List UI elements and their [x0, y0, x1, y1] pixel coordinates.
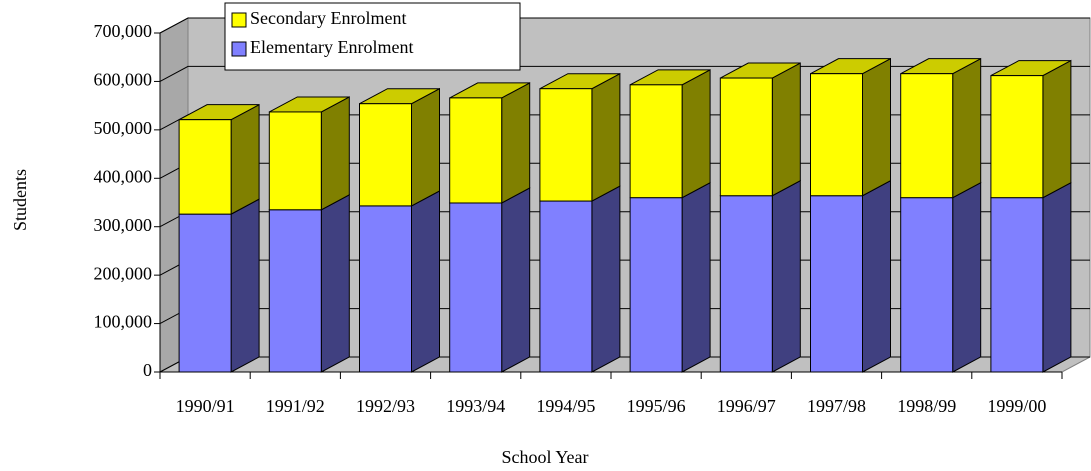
x-tick-label: 1998/99 [897, 396, 956, 416]
bar-side [862, 179, 891, 373]
y-tick-label: 500,000 [94, 118, 153, 138]
bar-side [862, 57, 891, 197]
legend-label: Elementary Enrolment [250, 37, 413, 57]
bar-front [359, 103, 412, 207]
bar-front [719, 195, 773, 373]
bar-front [268, 209, 322, 373]
bar-side [952, 57, 982, 199]
bar-segment [900, 181, 982, 373]
bar-front [990, 75, 1044, 199]
y-axis-label: Students [10, 169, 30, 231]
y-tick-label: 700,000 [94, 21, 153, 41]
bar-side [681, 68, 711, 199]
bar-front [810, 195, 863, 373]
grid-line [159, 17, 1090, 34]
bar-front [719, 77, 773, 197]
bar-segment [719, 62, 801, 197]
bar-segment [810, 179, 891, 373]
bar-segment [268, 96, 350, 211]
bar-segment [900, 57, 982, 199]
bar-side [1042, 59, 1072, 199]
x-tick-label: 1995/96 [627, 396, 686, 416]
legend-swatch [231, 41, 247, 57]
x-tick-label: 1991/92 [266, 396, 325, 416]
bar-side [320, 96, 350, 211]
x-tick-label: 1992/93 [356, 396, 415, 416]
bar-segment [178, 103, 260, 215]
bar-segment [178, 198, 260, 373]
bar-segment [539, 72, 621, 202]
legend-swatch [231, 12, 247, 28]
bar-segment [810, 57, 891, 197]
bar-side [771, 62, 801, 197]
bar-front [359, 205, 412, 373]
bar-side [591, 72, 621, 202]
y-tick-label: 0 [143, 360, 152, 380]
bar-segment [449, 187, 531, 373]
bar-side [1042, 181, 1072, 373]
bar-front [539, 88, 593, 202]
bar-segment [719, 179, 801, 373]
bar-segment [359, 190, 440, 373]
bar-segment [990, 181, 1072, 373]
bar-side [771, 179, 801, 373]
bar-front [900, 73, 954, 199]
y-tick-label: 300,000 [94, 215, 153, 235]
y-tick-label: 600,000 [94, 70, 153, 90]
bar-segment [629, 68, 711, 199]
legend: Secondary Enrolment Elementary Enrolment [224, 2, 521, 71]
bar-side [952, 181, 982, 373]
x-tick-label: 1996/97 [717, 396, 776, 416]
bar-side [320, 193, 350, 373]
bar-side [411, 190, 440, 373]
bar-side [230, 198, 260, 373]
bar-front [900, 197, 954, 373]
y-tick-label: 200,000 [94, 263, 153, 283]
x-tick-label: 1994/95 [536, 396, 595, 416]
bar-front [629, 197, 683, 373]
bar-front [810, 73, 863, 197]
bar-segment [990, 59, 1072, 199]
x-tick-label: 1993/94 [446, 396, 505, 416]
bar-front [178, 213, 232, 373]
bar-front [449, 202, 503, 373]
bar-side [411, 87, 440, 207]
bar-segment [359, 87, 440, 207]
bar-front [990, 197, 1044, 373]
bar-side [591, 185, 621, 373]
bar-side [681, 181, 711, 373]
bar-segment [539, 185, 621, 373]
x-tick-label: 1999/00 [987, 396, 1046, 416]
x-tick-label: 1990/91 [176, 396, 235, 416]
bar-side [501, 82, 531, 204]
bar-front [539, 200, 593, 373]
y-tick-label: 100,000 [94, 312, 153, 332]
bar-front [178, 119, 232, 215]
bar-segment [268, 193, 350, 373]
x-tick-label: 1997/98 [807, 396, 866, 416]
legend-label: Secondary Enrolment [250, 8, 406, 28]
bar-front [629, 84, 683, 199]
legend-box [224, 2, 521, 71]
y-tick-label: 400,000 [94, 166, 153, 186]
bar-front [449, 97, 503, 204]
x-axis-label: School Year [501, 447, 588, 467]
bar-side [230, 103, 260, 215]
bar-segment [629, 181, 711, 373]
bar-side [501, 187, 531, 373]
bar-front [268, 111, 322, 211]
bar-segment [449, 82, 531, 204]
